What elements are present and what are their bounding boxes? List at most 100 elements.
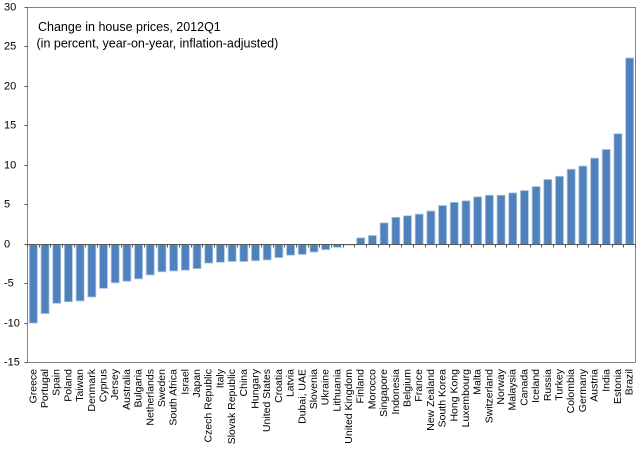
bar-malaysia	[508, 192, 518, 245]
bar-turkey	[555, 175, 564, 245]
x-label-austria: Austria	[589, 369, 601, 402]
bar-finland	[356, 237, 366, 245]
bar-australia	[122, 244, 132, 282]
bar-switzerland	[484, 194, 494, 245]
x-label-new-zealand: New Zealand	[425, 369, 437, 431]
y-tick-label: -10	[4, 318, 20, 330]
bar-malta	[473, 196, 483, 245]
x-label-croatia: Croatia	[273, 369, 285, 403]
x-label-united-states: United States	[261, 369, 273, 432]
bar-hungary	[251, 244, 260, 262]
x-label-poland: Poland	[62, 369, 74, 402]
bar-luxembourg	[461, 200, 471, 245]
y-tick-label: 0	[4, 239, 10, 251]
x-label-hong-kong: Hong Kong	[448, 369, 460, 422]
bar-indonesia	[391, 216, 401, 245]
y-tick-label: 5	[4, 199, 10, 211]
x-label-norway: Norway	[495, 368, 507, 404]
x-label-belgium: Belgium	[402, 369, 414, 407]
bar-spain	[52, 244, 62, 304]
y-tick-label: 30	[4, 2, 16, 14]
bar-estonia	[613, 133, 623, 245]
bar-south-korea	[438, 205, 447, 245]
x-label-colombia: Colombia	[565, 369, 577, 414]
bar-slovak-republic	[227, 244, 237, 262]
x-label-taiwan: Taiwan	[74, 369, 86, 402]
bar-greece	[28, 244, 38, 324]
x-label-india: India	[600, 369, 612, 392]
x-label-luxembourg: Luxembourg	[460, 369, 472, 428]
chart-title-group: Change in house prices, 2012Q1 (in perce…	[37, 20, 279, 51]
y-tick-label: 10	[4, 160, 16, 172]
bar-morocco	[368, 235, 377, 245]
x-label-bulgaria: Bulgaria	[133, 369, 145, 408]
x-label-italy: Italy	[214, 368, 226, 388]
bar-slovenia	[309, 244, 319, 253]
x-label-israel: Israel	[179, 369, 191, 395]
y-tick-label: -5	[4, 278, 14, 290]
x-label-portugal: Portugal	[39, 369, 51, 408]
bar-bulgaria	[134, 244, 143, 280]
x-label-sweden: Sweden	[156, 369, 168, 407]
y-tick-label: 15	[4, 120, 16, 132]
bar-netherlands	[145, 244, 155, 276]
bar-croatia	[274, 244, 284, 258]
x-label-france: France	[413, 369, 425, 402]
x-label-morocco: Morocco	[366, 369, 378, 409]
bar-india	[601, 149, 611, 245]
bar-dubai-uae	[297, 244, 307, 255]
x-label-indonesia: Indonesia	[390, 369, 402, 415]
bar-colombia	[566, 168, 576, 245]
x-label-japan: Japan	[191, 369, 203, 398]
bar-ukraine	[321, 244, 331, 251]
x-label-switzerland: Switzerland	[483, 369, 495, 423]
x-label-singapore: Singapore	[378, 369, 390, 417]
x-label-south-korea: South Korea	[437, 369, 449, 428]
x-label-netherlands: Netherlands	[144, 369, 156, 426]
x-label-china: China	[238, 369, 250, 397]
bar-south-africa	[169, 244, 179, 272]
bar-denmark	[87, 244, 97, 298]
bar-new-zealand	[426, 210, 436, 245]
x-label-latvia: Latvia	[285, 369, 297, 397]
bar-iceland	[531, 186, 541, 245]
chart-title: Change in house prices, 2012Q1	[38, 20, 221, 34]
x-label-australia: Australia	[121, 369, 133, 410]
bar-hong-kong	[449, 201, 459, 245]
bar-united-states	[262, 244, 272, 261]
y-tick-label: 25	[4, 41, 16, 53]
x-label-czech-republic: Czech Republic	[203, 369, 215, 443]
bar-france	[414, 213, 424, 245]
x-label-cyprus: Cyprus	[98, 369, 110, 402]
plot-border	[27, 7, 636, 363]
bar-china	[239, 244, 249, 262]
x-label-denmark: Denmark	[86, 368, 98, 411]
bar-israel	[180, 244, 190, 271]
bar-italy	[216, 244, 225, 263]
x-label-estonia: Estonia	[612, 369, 624, 404]
bar-poland	[64, 244, 73, 303]
bar-latvia	[286, 244, 295, 256]
bar-taiwan	[75, 244, 85, 302]
x-label-russia: Russia	[542, 369, 554, 401]
x-label-united-kingdom: United Kingdom	[343, 369, 355, 444]
bar-norway	[496, 194, 506, 245]
x-label-malaysia: Malaysia	[507, 369, 519, 411]
bar-canada	[520, 190, 529, 245]
bar-sweden	[157, 244, 167, 273]
x-label-iceland: Iceland	[530, 369, 542, 403]
x-label-spain: Spain	[51, 369, 63, 396]
x-label-finland: Finland	[355, 369, 367, 404]
x-label-slovak-republic: Slovak Republic	[226, 369, 238, 444]
bar-czech-republic	[204, 244, 214, 264]
bar-brazil	[625, 57, 635, 245]
bar-cyprus	[99, 244, 108, 289]
x-label-brazil: Brazil	[624, 369, 636, 395]
x-label-turkey: Turkey	[554, 368, 566, 400]
x-label-south-africa: South Africa	[168, 369, 180, 426]
y-tick-label: -15	[4, 357, 20, 369]
bar-belgium	[403, 215, 412, 245]
y-tick-label: 20	[4, 81, 16, 93]
x-label-canada: Canada	[518, 369, 530, 406]
